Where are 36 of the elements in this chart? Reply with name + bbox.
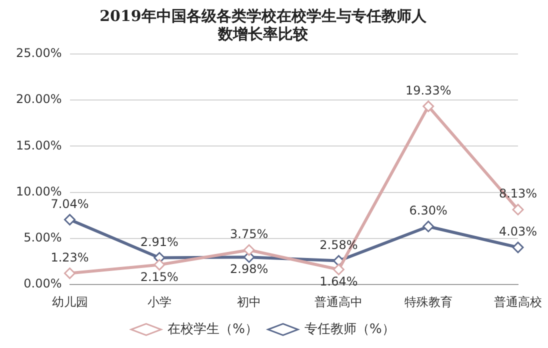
data-label: 1.23% <box>50 250 89 264</box>
y-tick-label: 25.00% <box>16 46 62 60</box>
data-label: 19.33% <box>405 83 452 98</box>
x-tick-label: 初中 <box>237 294 262 309</box>
point <box>243 244 255 256</box>
data-label: 2.15% <box>140 270 178 284</box>
y-tick-label: 20.00% <box>16 92 62 106</box>
y-tick-label: 10.00% <box>16 184 62 198</box>
data-label: 2.58% <box>320 238 358 252</box>
legend-label: 在校学生（%） <box>168 322 258 337</box>
x-tick-label: 特殊教育 <box>404 294 452 309</box>
y-tick-label: 15.00% <box>16 138 62 152</box>
point <box>512 242 524 254</box>
point <box>422 100 434 112</box>
y-tick-label: 0.00% <box>24 276 62 291</box>
data-label: 3.75% <box>230 227 268 242</box>
x-tick-label: 普通高校 <box>494 294 542 309</box>
data-label: 8.13% <box>498 186 538 201</box>
point <box>64 214 76 226</box>
x-tick-label: 小学 <box>147 294 172 309</box>
chart-title: 2019年中国各级各类学校在校学生与专任教师人数增长率比较 <box>100 6 428 43</box>
data-label: 2.98% <box>230 262 268 276</box>
data-label: 1.64% <box>320 274 358 289</box>
data-label: 4.03% <box>498 224 538 239</box>
x-tick-label: 普通高中 <box>314 294 363 309</box>
y-tick-label: 5.00% <box>24 230 62 245</box>
point <box>64 268 76 280</box>
x-tick-label: 幼儿园 <box>52 294 88 309</box>
data-label: 2.91% <box>140 234 178 249</box>
legend-label: 专任教师（%） <box>304 322 395 337</box>
point <box>154 259 166 271</box>
data-label: 6.30% <box>409 204 448 218</box>
point <box>332 264 344 276</box>
data-label: 7.04% <box>50 196 89 211</box>
point <box>422 220 434 232</box>
point <box>512 204 524 216</box>
